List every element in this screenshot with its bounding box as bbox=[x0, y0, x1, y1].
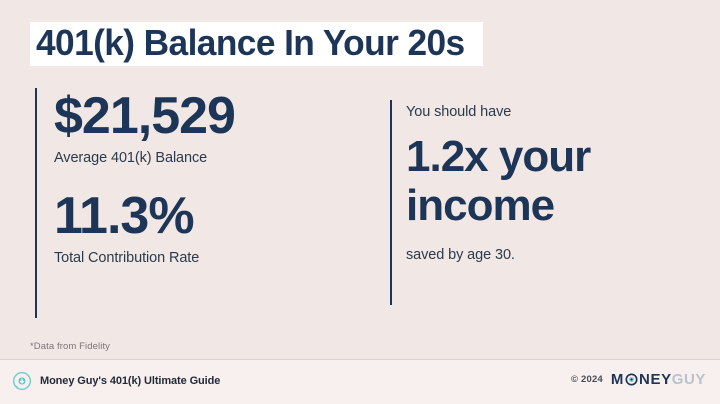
right-recommendation-column: You should have 1.2x your income saved b… bbox=[390, 100, 690, 305]
average-balance-label: Average 401(k) Balance bbox=[54, 150, 208, 167]
recommendation-headline: 1.2x your income bbox=[406, 132, 591, 231]
footer-guide-link[interactable]: Money Guy's 401(k) Ultimate Guide bbox=[12, 371, 220, 391]
teal-download-badge-icon bbox=[12, 371, 32, 391]
logo-o-ring-icon bbox=[625, 373, 638, 386]
page-title-highlight: 401(k) Balance In Your 20s bbox=[30, 22, 484, 66]
contribution-rate-value: 11.3% bbox=[54, 187, 195, 246]
recommendation-kicker: You should have bbox=[406, 104, 512, 120]
footer-link-label: Money Guy's 401(k) Ultimate Guide bbox=[40, 375, 221, 387]
data-source-footnote: *Data from Fidelity bbox=[30, 341, 111, 352]
moneyguy-logo: M NEY GUY bbox=[611, 372, 706, 387]
footer-bar: Money Guy's 401(k) Ultimate Guide © 2024… bbox=[0, 360, 720, 404]
copyright-text: © 2024 bbox=[570, 374, 603, 385]
recommendation-subline: saved by age 30. bbox=[406, 246, 515, 263]
contribution-rate-label: Total Contribution Rate bbox=[54, 250, 200, 267]
logo-text-guy: GUY bbox=[671, 371, 706, 388]
footer-branding: © 2024 M NEY GUY bbox=[571, 372, 706, 387]
footer-divider bbox=[0, 359, 720, 360]
logo-text-m: M bbox=[610, 371, 625, 388]
left-stats-column: $21,529 Average 401(k) Balance 11.3% Tot… bbox=[35, 88, 365, 318]
logo-text-ney: NEY bbox=[639, 371, 672, 388]
page-title: 401(k) Balance In Your 20s bbox=[36, 22, 465, 63]
average-balance-value: $21,529 bbox=[54, 87, 236, 145]
